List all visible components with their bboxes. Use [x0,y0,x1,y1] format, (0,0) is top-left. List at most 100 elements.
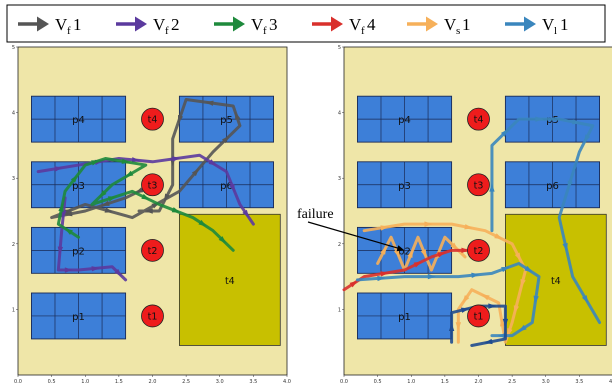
x-tick-label: 4.0 [283,379,291,385]
station-label: t4 [148,115,158,126]
station-circle [467,173,490,197]
trajectory-arrow-icon [198,219,207,227]
y-tick-label: 4 [338,111,341,117]
zone-label: t4 [551,276,561,287]
panel-block-p1: p1 [357,292,453,340]
x-tick-label: 3.5 [575,379,583,385]
trajectory-arrow-icon [524,265,533,273]
x-tick-label: 0.0 [340,379,348,385]
trajectory-arrow-icon [502,318,509,328]
trajectory-arrow-icon [427,273,436,280]
panel-block-label: p2 [398,246,411,257]
panel-block-label: p4 [398,115,411,126]
trajectory-arrow-icon [533,295,539,305]
trajectory-arrow-icon [104,207,114,213]
legend-number: 3 [269,15,278,34]
x-tick-label: 1.0 [81,379,89,385]
legend-subscript: l [554,25,557,37]
trajectory-4 [489,116,602,325]
x-tick-label: 4.0 [609,379,612,385]
station-label: t1 [474,311,484,322]
y-tick-label: 3 [12,176,15,182]
zone-area [178,213,281,346]
trajectory-arrow-icon [494,233,503,240]
right-panel: 0.0 0.5 1.0 1.5 2.0 2.5 3.0 3.5 4.0 1 2 3 4 5 t4 p4 p3 p2… [297,45,612,385]
trajectory-arrow-icon [125,170,134,178]
trajectory-arrow-icon [513,305,519,314]
trajectory-arrow-icon [567,180,573,190]
trajectory-arrow-icon [242,209,250,218]
trajectory-arrow-icon [489,183,495,192]
legend-number: 1 [560,15,569,34]
trajectory-arrow-icon [380,246,387,255]
panel-block-p5: p5 [178,95,274,143]
legend-subscript: f [67,25,71,37]
panel-block-p2: p2 [357,226,453,274]
trajectory-arrow-icon [407,249,413,258]
x-tick-label: 3.0 [216,379,224,385]
trajectory-arrow-icon [177,114,184,124]
trajectory-arrow-icon [460,307,470,313]
station-circle [141,304,164,328]
trajectory-arrow-icon [518,324,527,332]
trajectory-path [362,222,528,344]
trajectory-arrow-icon [70,174,78,183]
trajectory-arrow-icon [500,129,509,137]
legend-subscript: s [456,25,460,37]
trajectory-arrow-icon [520,278,526,288]
station-circle [467,304,490,328]
x-tick-label: 1.0 [407,379,415,385]
panel-block-p6: p6 [504,161,600,209]
legend-arrow-icon [135,16,147,32]
station-t1: t1 [141,304,164,328]
panel-block-label: p1 [398,312,411,323]
legend-arrow-icon [524,16,536,32]
trajectory-arrow-icon [222,135,230,144]
zone-label: t4 [225,276,235,287]
trajectory-arrow-icon [144,208,153,214]
x-tick-label: 1.5 [115,379,123,385]
trajectory-arrow-icon [562,242,568,252]
station-t4: t4 [467,107,490,131]
trajectory-arrow-icon [64,267,73,273]
failure-annotation: failure [297,207,405,252]
panel-block-label: p3 [398,181,411,192]
left-panel: 0.0 0.5 1.0 1.5 2.0 2.5 3.0 3.5 4.0 1 2 3 4 5 t4 p4 p3 p2… [12,45,291,385]
trajectory-arrow-icon [514,252,521,261]
trajectory-arrow-icon [464,224,473,230]
trajectory-arrow-icon [91,266,100,272]
trajectory-arrow-icon [114,268,123,277]
trajectory-arrow-icon [349,280,358,288]
trajectory-arrow-icon [121,158,131,164]
trajectory-arrow-icon [64,228,73,235]
station-circle [467,238,490,262]
station-t4: t4 [141,107,164,131]
y-tick-label: 2 [12,242,15,248]
trajectory-arrow-icon [481,294,490,301]
trajectory-arrow-icon [235,111,241,121]
legend-subscript: f [361,25,365,37]
trajectory-arrow-icon [377,275,386,282]
trajectory-arrow-icon [380,271,389,277]
x-tick-label: 2.5 [508,379,516,385]
trajectory-arrow-icon [462,295,470,304]
legend-arrow-icon [37,16,49,32]
trajectory-arrow-icon [393,249,400,258]
trajectory-arrow-icon [208,159,217,166]
trajectory-arrow-icon [420,249,427,258]
trajectory-arrow-icon [413,261,423,268]
trajectory-arrow-icon [64,210,73,217]
legend-number: 2 [171,15,180,34]
trajectory-arrow-icon [191,168,200,177]
legend-main-text: V [542,15,555,34]
y-tick-label: 2 [338,242,341,248]
trajectory-arrow-icon [581,295,589,304]
trajectory-arrow-icon [107,196,117,202]
trajectory-path [376,235,467,272]
trajectory-arrow-icon [131,157,141,163]
legend-arrow-icon [331,16,343,32]
